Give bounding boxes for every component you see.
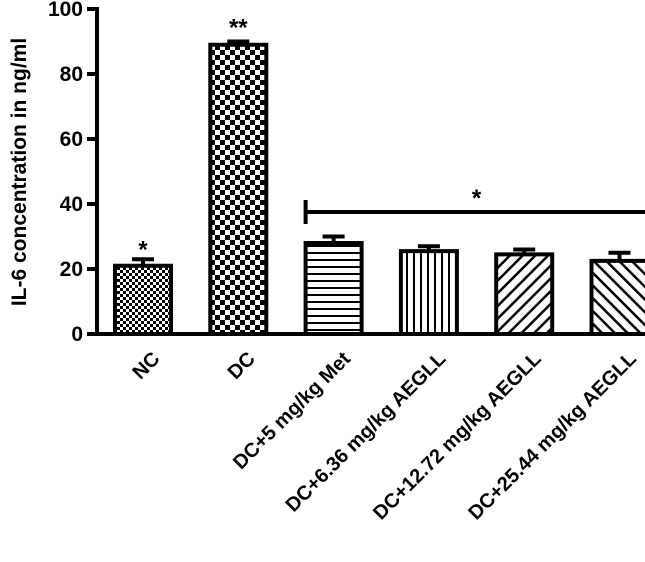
x-category-label: DC+12.72 mg/kg AEGLL	[369, 348, 546, 525]
y-tick-label: 80	[60, 63, 83, 86]
y-tick-label: 100	[48, 0, 83, 21]
error-bars	[132, 39, 631, 266]
nc-significance-marker: *	[138, 236, 148, 263]
y-axis: 0 20 40 60 80 100	[48, 0, 99, 346]
y-tick-label: 40	[60, 193, 83, 216]
y-tick-label: 20	[60, 258, 83, 281]
x-category-label: DC+25.44 mg/kg AEGLL	[464, 348, 641, 525]
x-category-label: NC	[128, 348, 164, 384]
significance-annotations: ****	[138, 15, 645, 263]
bar	[494, 252, 555, 336]
bar	[208, 42, 269, 336]
y-axis-title: IL-6 concentration in ng/ml	[8, 38, 31, 306]
bar	[398, 249, 459, 336]
bars	[113, 42, 645, 336]
dc-significance-marker: **	[229, 15, 248, 42]
x-category-label: DC+6.36 mg/kg AEGLL	[282, 348, 451, 517]
group-significance-marker: *	[472, 185, 482, 212]
y-tick-label: 0	[71, 323, 83, 346]
bar	[589, 258, 645, 336]
x-category-label: DC	[224, 348, 260, 384]
bar	[113, 263, 173, 336]
y-tick-label: 60	[60, 128, 83, 151]
bar	[303, 241, 364, 336]
